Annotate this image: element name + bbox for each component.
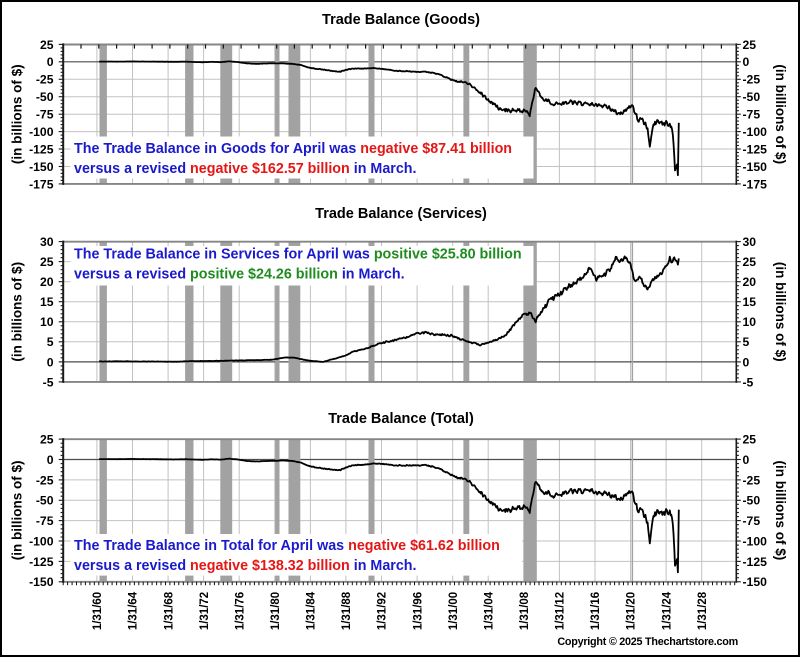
svg-text:20: 20	[40, 275, 54, 289]
svg-text:-25: -25	[743, 73, 761, 87]
svg-text:The Trade Balance in Services: The Trade Balance in Services for April …	[74, 247, 522, 263]
svg-text:1/31/08: 1/31/08	[519, 591, 531, 630]
svg-text:10: 10	[40, 315, 54, 329]
svg-text:(in billions of $): (in billions of $)	[773, 262, 788, 362]
svg-text:-25: -25	[743, 473, 761, 487]
svg-text:-100: -100	[29, 125, 54, 139]
svg-text:-175: -175	[743, 177, 768, 191]
svg-text:(in billions of $): (in billions of $)	[773, 64, 788, 164]
svg-text:30: 30	[743, 235, 757, 249]
svg-text:5: 5	[47, 335, 54, 349]
svg-text:5: 5	[743, 335, 750, 349]
svg-text:Trade Balance (Services): Trade Balance (Services)	[315, 206, 487, 222]
svg-text:25: 25	[743, 255, 757, 269]
svg-text:15: 15	[40, 295, 54, 309]
svg-text:0: 0	[743, 55, 750, 69]
svg-text:-100: -100	[29, 534, 54, 548]
svg-text:10: 10	[743, 315, 757, 329]
svg-text:Trade Balance (Goods): Trade Balance (Goods)	[322, 12, 480, 28]
svg-text:-5: -5	[43, 375, 54, 389]
svg-text:-75: -75	[743, 514, 761, 528]
svg-text:1/31/64: 1/31/64	[128, 591, 140, 630]
svg-text:(in billions of $): (in billions of $)	[773, 461, 788, 561]
svg-text:versus a revised negative $162: versus a revised negative $162.57 billio…	[74, 161, 417, 177]
svg-text:(in billions of $): (in billions of $)	[9, 461, 24, 561]
svg-text:Trade Balance (Total): Trade Balance (Total)	[328, 411, 474, 427]
svg-text:-125: -125	[743, 142, 768, 156]
svg-text:-100: -100	[743, 125, 768, 139]
svg-text:versus a revised negative $138: versus a revised negative $138.32 billio…	[74, 558, 417, 574]
svg-text:1/31/00: 1/31/00	[448, 592, 460, 630]
svg-text:25: 25	[40, 255, 54, 269]
svg-text:(in billions of $): (in billions of $)	[9, 262, 24, 362]
svg-text:-125: -125	[743, 555, 768, 569]
svg-text:25: 25	[40, 38, 54, 52]
svg-text:1/31/20: 1/31/20	[626, 592, 638, 630]
svg-text:25: 25	[743, 433, 757, 447]
svg-text:1/31/68: 1/31/68	[163, 591, 175, 630]
svg-text:1/31/80: 1/31/80	[270, 592, 282, 630]
svg-text:1/31/12: 1/31/12	[555, 592, 567, 630]
svg-text:The Trade Balance in Total for: The Trade Balance in Total for April was…	[74, 538, 500, 554]
svg-text:0: 0	[743, 453, 750, 467]
svg-text:-75: -75	[743, 108, 761, 122]
svg-text:-150: -150	[29, 575, 54, 589]
svg-text:25: 25	[40, 433, 54, 447]
svg-text:-125: -125	[29, 555, 54, 569]
svg-text:1/31/84: 1/31/84	[306, 591, 318, 630]
svg-text:-175: -175	[29, 177, 54, 191]
svg-text:-75: -75	[36, 108, 54, 122]
svg-text:-150: -150	[743, 575, 768, 589]
svg-text:-50: -50	[36, 494, 54, 508]
svg-text:0: 0	[743, 355, 750, 369]
svg-text:-25: -25	[36, 473, 54, 487]
svg-text:30: 30	[40, 235, 54, 249]
svg-text:1/31/16: 1/31/16	[590, 592, 602, 630]
svg-text:0: 0	[47, 55, 54, 69]
svg-text:1/31/72: 1/31/72	[199, 592, 211, 630]
svg-text:1/31/76: 1/31/76	[234, 592, 246, 630]
svg-text:1/31/60: 1/31/60	[92, 592, 104, 630]
svg-text:-100: -100	[743, 534, 768, 548]
svg-text:-50: -50	[743, 494, 761, 508]
svg-text:0: 0	[47, 453, 54, 467]
svg-text:15: 15	[743, 295, 757, 309]
svg-text:20: 20	[743, 275, 757, 289]
svg-text:1/31/96: 1/31/96	[412, 592, 424, 630]
svg-text:-5: -5	[743, 375, 754, 389]
svg-text:-50: -50	[36, 90, 54, 104]
svg-text:-150: -150	[743, 160, 768, 174]
svg-text:1/31/92: 1/31/92	[377, 592, 389, 630]
svg-text:-150: -150	[29, 160, 54, 174]
svg-text:1/31/04: 1/31/04	[483, 591, 495, 630]
svg-text:The Trade Balance in Goods for: The Trade Balance in Goods for April was…	[74, 141, 512, 157]
svg-text:-50: -50	[743, 90, 761, 104]
svg-text:1/31/88: 1/31/88	[341, 591, 353, 630]
svg-text:Copyright © 2025 Thechartstore: Copyright © 2025 Thechartstore.com	[557, 636, 738, 648]
svg-text:1/31/24: 1/31/24	[661, 591, 673, 630]
svg-text:-125: -125	[29, 142, 54, 156]
svg-text:-75: -75	[36, 514, 54, 528]
svg-text:(in billions of $): (in billions of $)	[9, 64, 24, 164]
svg-text:25: 25	[743, 38, 757, 52]
svg-text:-25: -25	[36, 73, 54, 87]
svg-text:versus a revised positive $24.: versus a revised positive $24.26 billion…	[74, 267, 405, 283]
svg-text:1/31/28: 1/31/28	[697, 591, 709, 630]
svg-text:0: 0	[47, 355, 54, 369]
